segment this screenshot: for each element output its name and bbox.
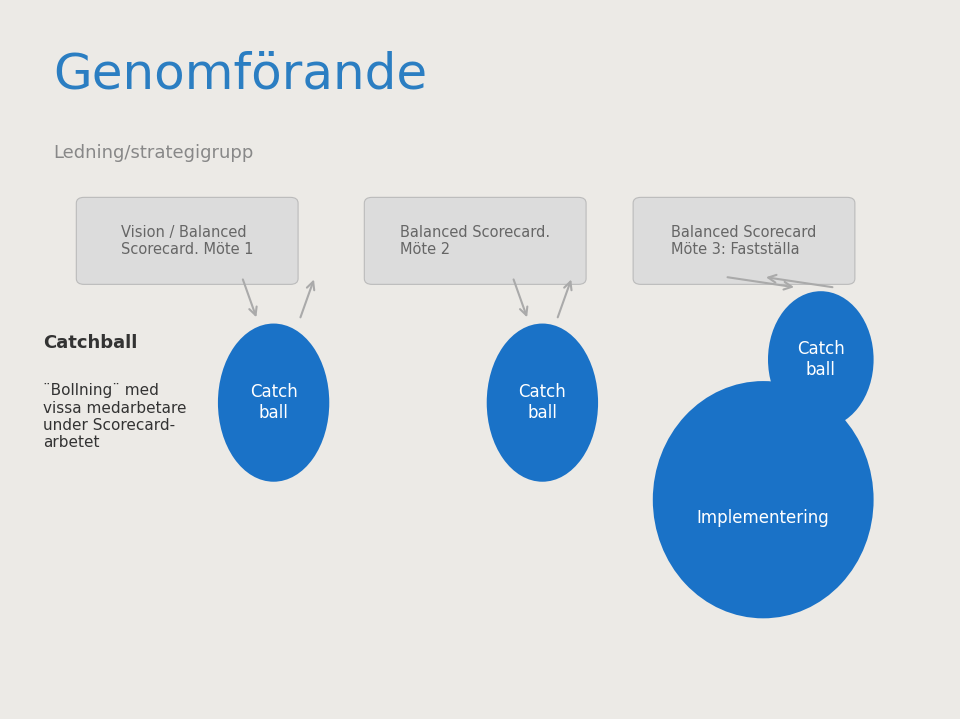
Text: Vision / Balanced
Scorecard. Möte 1: Vision / Balanced Scorecard. Möte 1 (121, 224, 253, 257)
Text: ¨Bollning¨ med
vissa medarbetare
under Scorecard-
arbetet: ¨Bollning¨ med vissa medarbetare under S… (43, 383, 186, 450)
Text: Implementering: Implementering (697, 508, 829, 527)
Text: Balanced Scorecard.
Möte 2: Balanced Scorecard. Möte 2 (400, 224, 550, 257)
Text: Catch
ball: Catch ball (518, 383, 566, 422)
FancyBboxPatch shape (634, 198, 854, 284)
Ellipse shape (487, 324, 598, 482)
Text: Genomförande: Genomförande (53, 50, 427, 99)
FancyBboxPatch shape (365, 198, 586, 284)
FancyBboxPatch shape (77, 198, 298, 284)
Text: Catch
ball: Catch ball (250, 383, 298, 422)
Ellipse shape (768, 291, 874, 428)
Ellipse shape (653, 381, 874, 618)
Text: Catchball: Catchball (43, 334, 137, 352)
Ellipse shape (218, 324, 329, 482)
Text: Balanced Scorecard
Möte 3: Fastställa: Balanced Scorecard Möte 3: Fastställa (671, 224, 817, 257)
Text: Ledning/strategigrupp: Ledning/strategigrupp (53, 144, 253, 162)
Text: Catch
ball: Catch ball (797, 340, 845, 379)
